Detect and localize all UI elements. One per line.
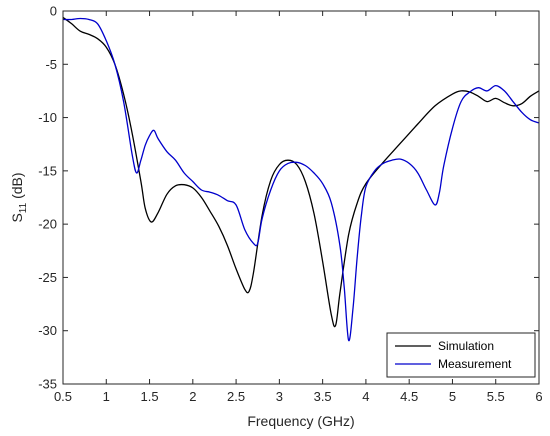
legend-box bbox=[386, 332, 536, 378]
y-tick-label: -15 bbox=[38, 163, 57, 178]
plot-frame bbox=[62, 10, 540, 385]
x-tick-label: 5 bbox=[449, 389, 456, 404]
y-tick-label: -20 bbox=[38, 217, 57, 232]
x-tick-label: 1 bbox=[103, 389, 110, 404]
x-tick-label: 4.5 bbox=[400, 389, 418, 404]
y-tick-label: -30 bbox=[38, 323, 57, 338]
y-axis-title-main: S bbox=[9, 213, 25, 222]
x-tick-label: 3 bbox=[276, 389, 283, 404]
y-axis-title-subscript: 11 bbox=[18, 202, 29, 213]
y-tick-label: -25 bbox=[38, 270, 57, 285]
y-axis-title-unit: (dB) bbox=[9, 172, 25, 202]
series-line-measurement bbox=[63, 17, 539, 342]
x-tick-label: 5.5 bbox=[487, 389, 505, 404]
y-axis-ticks: 0 -5 -10 -15 -20 -25 -30 -35 bbox=[38, 4, 539, 392]
legend-label-measurement: Measurement bbox=[438, 357, 512, 371]
y-tick-label: -35 bbox=[38, 377, 57, 392]
x-tick-label: 4 bbox=[362, 389, 369, 404]
series-line-simulation bbox=[63, 16, 539, 328]
legend-label-simulation: Simulation bbox=[438, 339, 494, 353]
y-tick-label: 0 bbox=[50, 4, 57, 19]
y-tick-label: -10 bbox=[38, 110, 57, 125]
y-axis-title: S11 (dB) bbox=[9, 172, 29, 222]
x-tick-label: 3.5 bbox=[314, 389, 332, 404]
x-tick-label: 2.5 bbox=[227, 389, 245, 404]
x-axis-ticks: 0.5 1 1.5 2 2.5 3 3.5 4 4.5 5 5.5 6 bbox=[54, 11, 543, 404]
plot-area bbox=[63, 11, 539, 384]
x-tick-label: 2 bbox=[189, 389, 196, 404]
x-axis-title: Frequency (GHz) bbox=[247, 413, 354, 429]
x-tick-label: 0.5 bbox=[54, 389, 72, 404]
y-tick-label: -5 bbox=[45, 57, 57, 72]
x-tick-label: 6 bbox=[535, 389, 542, 404]
legend: Simulation Measurement bbox=[386, 332, 536, 378]
x-tick-label: 1.5 bbox=[141, 389, 159, 404]
plot-lines bbox=[63, 16, 539, 342]
